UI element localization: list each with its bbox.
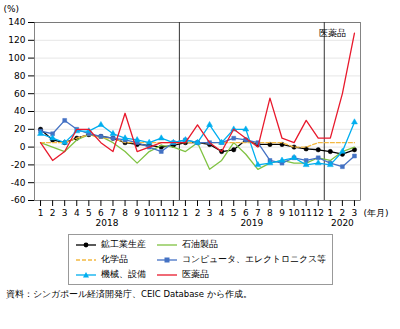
svg-text:8: 8 xyxy=(122,208,128,218)
svg-text:1: 1 xyxy=(38,208,44,218)
html-text:鉱工業生産: 鉱工業生産 xyxy=(100,239,146,249)
svg-text:60: 60 xyxy=(14,89,26,99)
svg-text:2: 2 xyxy=(195,208,201,218)
svg-text:2019: 2019 xyxy=(240,218,263,228)
svg-text:0: 0 xyxy=(20,142,26,152)
html-text:資料：シンガポール経済開発庁、CEIC Database か: 資料：シンガポール経済開発庁、CEIC Database から作成。 xyxy=(6,289,252,299)
svg-text:10: 10 xyxy=(143,208,155,218)
svg-text:2020: 2020 xyxy=(331,218,354,228)
svg-text:2: 2 xyxy=(340,208,346,218)
svg-text:4: 4 xyxy=(74,208,80,218)
svg-text:1: 1 xyxy=(327,208,333,218)
svg-text:-60: -60 xyxy=(11,195,26,205)
svg-text:12: 12 xyxy=(168,208,179,218)
svg-text:5: 5 xyxy=(86,208,92,218)
svg-text:9: 9 xyxy=(134,208,140,218)
svg-text:120: 120 xyxy=(8,35,25,45)
svg-text:6: 6 xyxy=(243,208,249,218)
svg-text:5: 5 xyxy=(231,208,237,218)
svg-text:(%): (%) xyxy=(4,4,20,14)
svg-text:2018: 2018 xyxy=(95,218,118,228)
svg-text:6: 6 xyxy=(98,208,104,218)
svg-text:80: 80 xyxy=(14,71,26,81)
html-text:機械、設備: 機械、設備 xyxy=(100,269,146,279)
svg-text:3: 3 xyxy=(352,208,358,218)
svg-text:3: 3 xyxy=(207,208,213,218)
html-text:コンピュータ、エレクトロニクス等: コンピュータ、エレクトロニクス等 xyxy=(181,254,326,264)
svg-text:-40: -40 xyxy=(11,178,26,188)
svg-text:7: 7 xyxy=(255,208,261,218)
svg-text:140: 140 xyxy=(8,17,25,27)
svg-text:11: 11 xyxy=(156,208,167,218)
svg-text:8: 8 xyxy=(267,208,273,218)
svg-text:1: 1 xyxy=(183,208,189,218)
svg-text:10: 10 xyxy=(288,208,300,218)
svg-text:20: 20 xyxy=(14,124,26,134)
svg-text:-20: -20 xyxy=(11,160,26,170)
svg-text:7: 7 xyxy=(110,208,116,218)
svg-text:100: 100 xyxy=(8,53,25,63)
svg-text:12: 12 xyxy=(313,208,324,218)
svg-text:40: 40 xyxy=(14,106,26,116)
svg-text:(年月): (年月) xyxy=(364,208,389,218)
html-text:医薬品: 医薬品 xyxy=(181,269,209,279)
html-text:石油製品: 石油製品 xyxy=(181,239,218,249)
svg-text:医薬品: 医薬品 xyxy=(319,28,346,38)
svg-text:4: 4 xyxy=(219,208,225,218)
svg-text:2: 2 xyxy=(50,208,56,218)
html-text:化学品: 化学品 xyxy=(100,254,128,264)
svg-text:9: 9 xyxy=(279,208,285,218)
svg-text:3: 3 xyxy=(62,208,68,218)
svg-text:11: 11 xyxy=(300,208,311,218)
